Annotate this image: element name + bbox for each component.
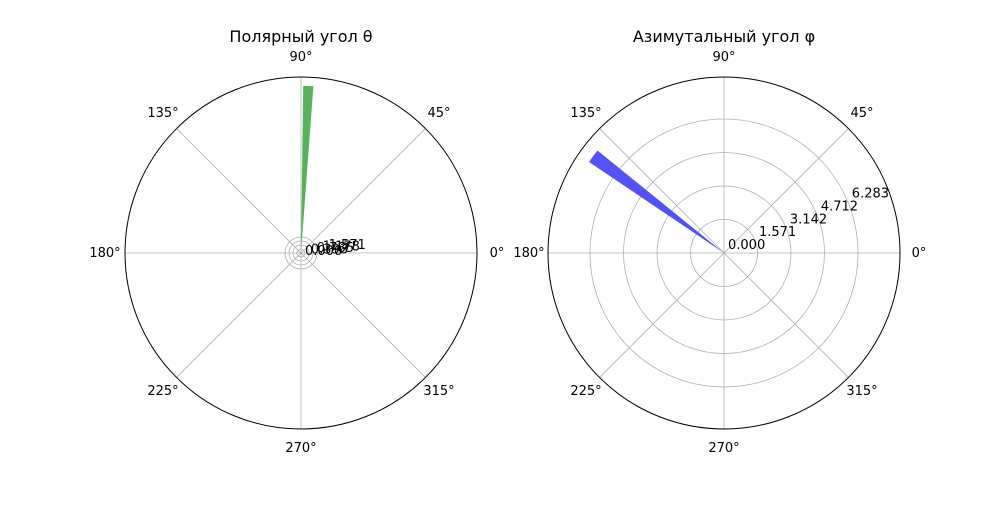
radial-tick-label: 0.393	[311, 242, 348, 257]
polar-bar	[301, 85, 314, 253]
angle-tick-315: 315°	[846, 384, 877, 399]
angle-tick-135: 135°	[570, 106, 601, 121]
radial-tick-label: 4.712	[821, 200, 858, 215]
angular-gridline	[599, 128, 725, 254]
radial-gridline	[284, 236, 318, 270]
angular-gridline	[300, 128, 426, 254]
radial-tick-label: 0.000	[305, 244, 342, 259]
radial-gridline	[288, 240, 314, 266]
angular-gridline	[176, 252, 302, 378]
radial-gridline	[656, 185, 792, 321]
radial-tick-label: 1.571	[329, 238, 366, 253]
angle-tick-45: 45°	[850, 106, 873, 121]
radial-gridline	[296, 248, 306, 258]
radial-tick-label: 6.283	[852, 187, 889, 202]
angular-gridline	[599, 252, 725, 378]
radial-gridline	[589, 118, 859, 388]
angle-tick-45: 45°	[427, 106, 450, 121]
angle-tick-90: 90°	[289, 50, 312, 65]
angular-gridline	[176, 128, 302, 254]
angle-tick-315: 315°	[423, 384, 454, 399]
polar-frame	[547, 76, 901, 430]
angular-gridline	[723, 252, 849, 378]
angle-tick-180: 180°	[513, 246, 544, 261]
angle-tick-225: 225°	[570, 384, 601, 399]
radial-gridline	[292, 244, 310, 262]
radial-gridline	[690, 219, 758, 287]
angle-tick-0: 0°	[912, 246, 927, 261]
angular-gridline	[300, 252, 426, 378]
radial-tick-label: 1.178	[323, 239, 360, 254]
angle-tick-0: 0°	[490, 246, 505, 261]
chart-title-theta: Полярный угол θ	[229, 27, 372, 46]
angular-gridline	[723, 128, 849, 254]
chart-title-phi: Азимутальный угол φ	[633, 27, 815, 46]
radial-tick-label: 0.785	[317, 241, 354, 256]
angle-tick-225: 225°	[147, 384, 178, 399]
angle-tick-180: 180°	[89, 246, 120, 261]
polar-frame	[124, 76, 478, 430]
angle-tick-270: 270°	[285, 441, 316, 456]
radial-tick-label: 1.571	[759, 225, 796, 240]
radial-gridline	[623, 152, 825, 354]
angle-tick-270: 270°	[708, 441, 739, 456]
polar-bar	[589, 150, 724, 253]
angle-tick-90: 90°	[712, 50, 735, 65]
angle-tick-135: 135°	[147, 106, 178, 121]
radial-tick-label: 3.142	[790, 212, 827, 227]
radial-tick-label: 0.000	[728, 238, 765, 253]
